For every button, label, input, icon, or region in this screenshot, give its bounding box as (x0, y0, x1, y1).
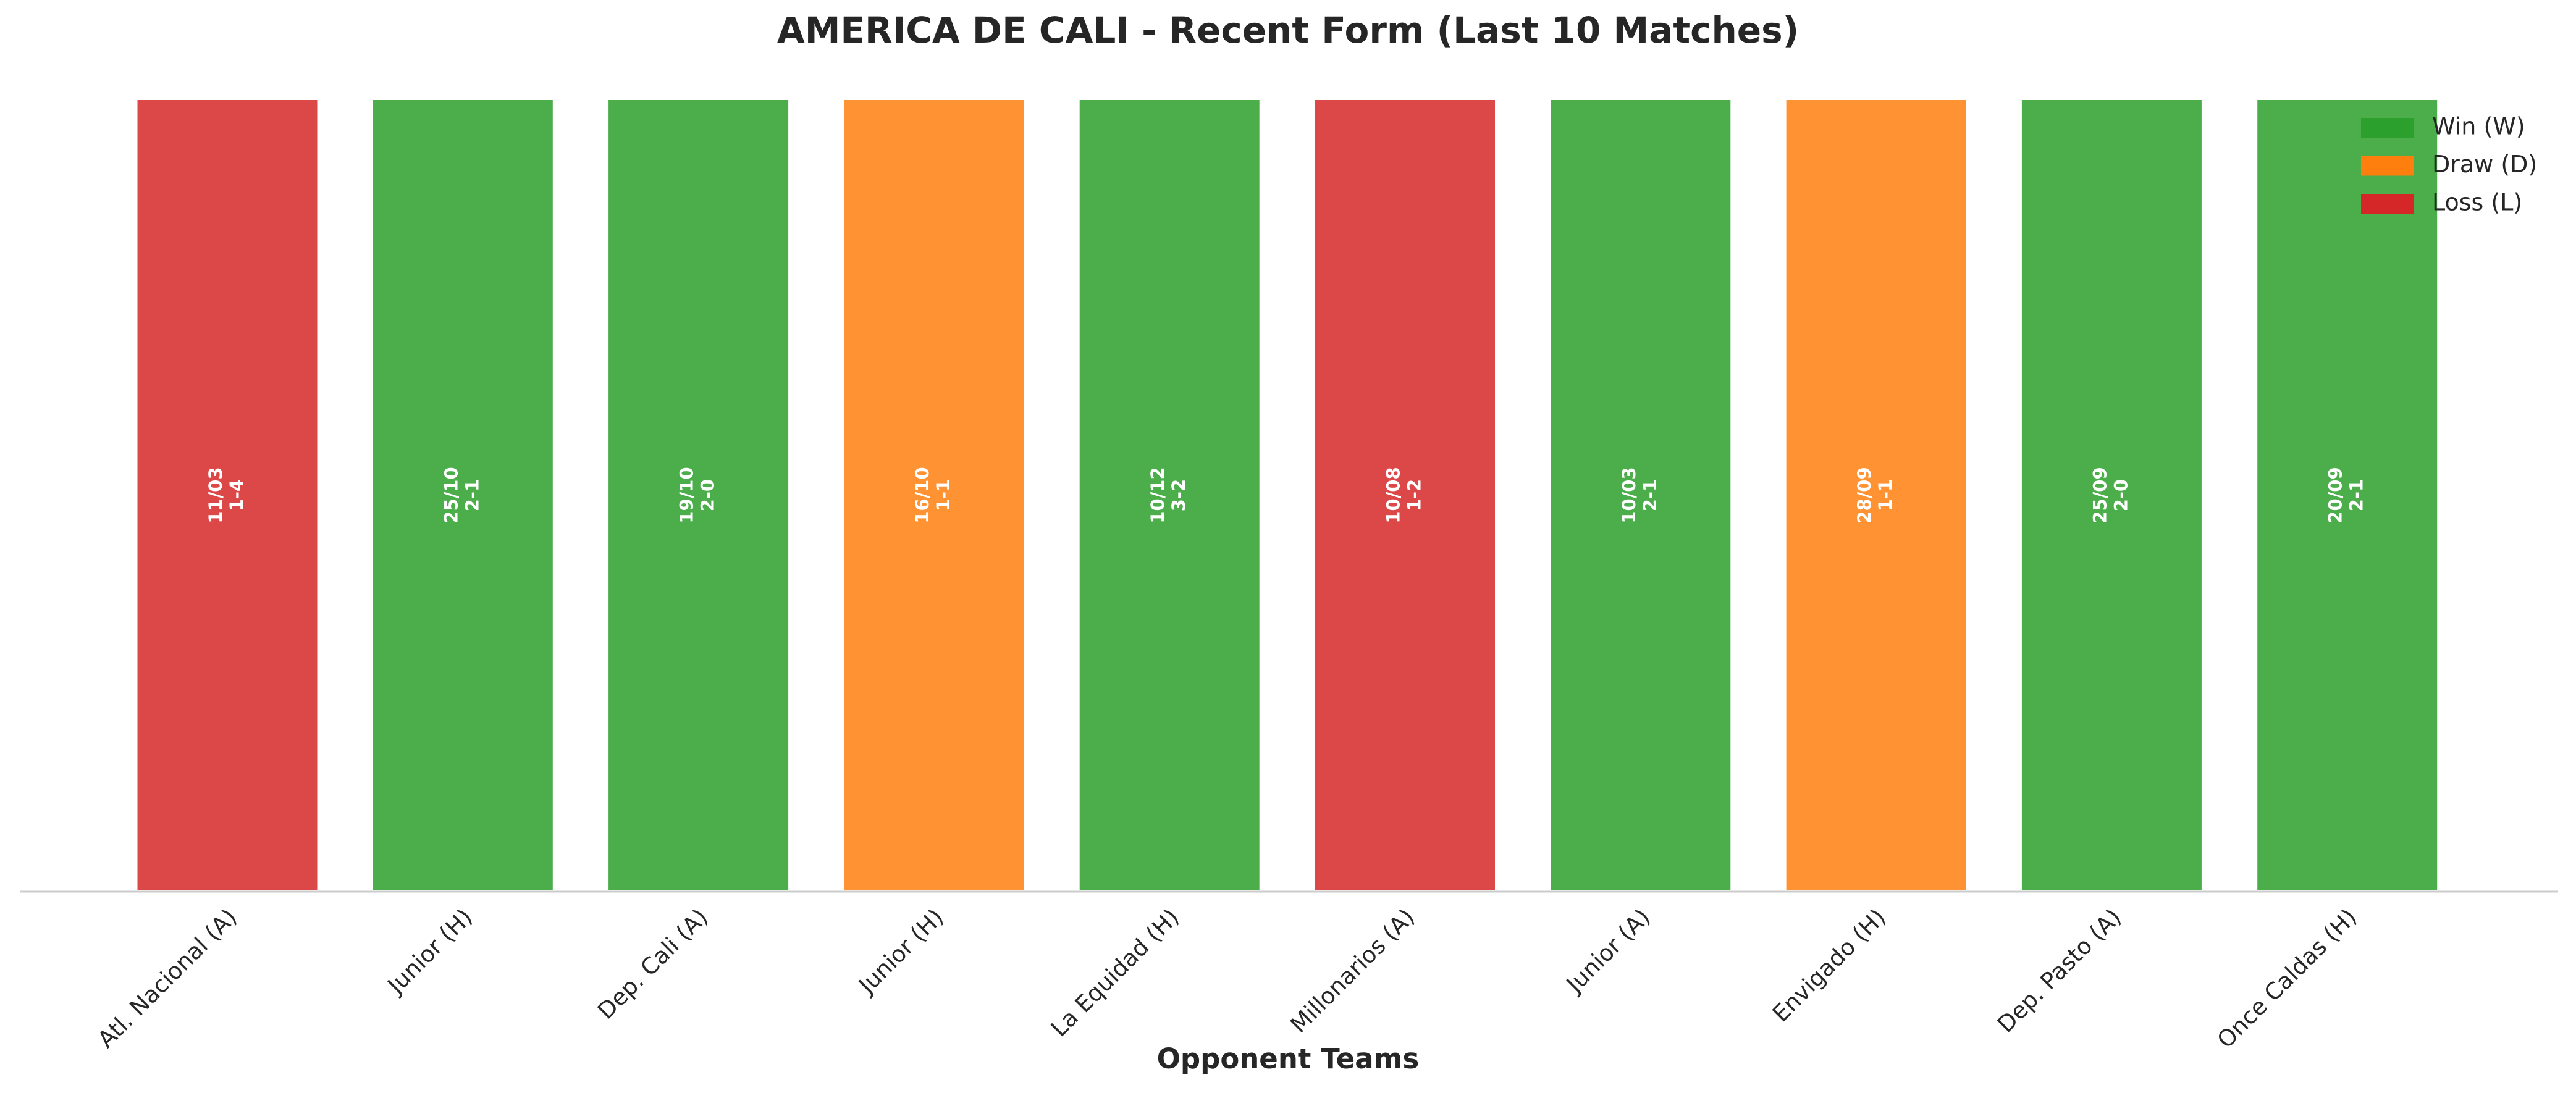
bar-score-label: 1-1 (1875, 479, 1896, 511)
bar-score-label: 1-4 (226, 479, 247, 511)
bar-score-label: 1-1 (933, 479, 954, 511)
chart-title: AMERICA DE CALI - Recent Form (Last 10 M… (777, 9, 1799, 51)
bar (370, 98, 555, 893)
x-tick-label: Junior (A) (1560, 903, 1655, 998)
bar-score-label: 2-1 (461, 479, 482, 511)
bar-date-label: 25/09 (2089, 467, 2110, 523)
legend-label: Loss (L) (2432, 189, 2522, 216)
bar-date-label: 28/09 (1854, 467, 1875, 523)
bar (841, 98, 1027, 893)
legend-label: Draw (D) (2432, 151, 2537, 178)
x-tick-label: Once Caldas (H) (2212, 903, 2362, 1053)
legend-label: Win (W) (2432, 113, 2525, 140)
bar (1783, 98, 1969, 893)
bar (135, 98, 320, 893)
bar-date-label: 10/12 (1147, 467, 1168, 523)
bar-score-label: 2-1 (2346, 479, 2367, 511)
bar-date-label: 20/09 (2325, 467, 2346, 523)
bar-score-label: 2-0 (697, 479, 718, 511)
bar-date-label: 10/08 (1383, 467, 1404, 523)
bar (1313, 98, 1497, 893)
bar-score-label: 3-2 (1168, 479, 1189, 511)
bar (1077, 98, 1262, 893)
bar-date-label: 25/10 (440, 467, 461, 523)
bar-date-label: 19/10 (676, 467, 697, 523)
x-tick-label: Atl. Nacional (A) (93, 903, 242, 1053)
x-tick-label: Junior (H) (853, 903, 949, 999)
x-tick-label: La Equidad (H) (1046, 903, 1184, 1042)
x-tick-label: Millonarios (A) (1286, 903, 1420, 1038)
legend-swatch (2361, 118, 2414, 138)
x-tick-label: Dep. Pasto (A) (1992, 903, 2126, 1037)
x-tick-label: Dep. Cali (A) (592, 903, 713, 1024)
bar (606, 98, 791, 893)
bar-date-label: 16/10 (912, 467, 933, 523)
bar-score-label: 1-2 (1404, 479, 1425, 511)
legend-swatch (2361, 194, 2414, 214)
bar-score-label: 2-0 (2110, 479, 2131, 511)
x-tick-label: Junior (H) (382, 903, 478, 999)
bar (2255, 98, 2440, 893)
x-axis-label: Opponent Teams (1157, 1042, 1420, 1075)
bar-date-label: 10/03 (1618, 467, 1639, 523)
bar-date-label: 11/03 (205, 467, 226, 523)
bar-score-label: 2-1 (1639, 479, 1661, 511)
legend-swatch (2361, 156, 2414, 176)
x-tick-label: Envigado (H) (1767, 903, 1891, 1027)
